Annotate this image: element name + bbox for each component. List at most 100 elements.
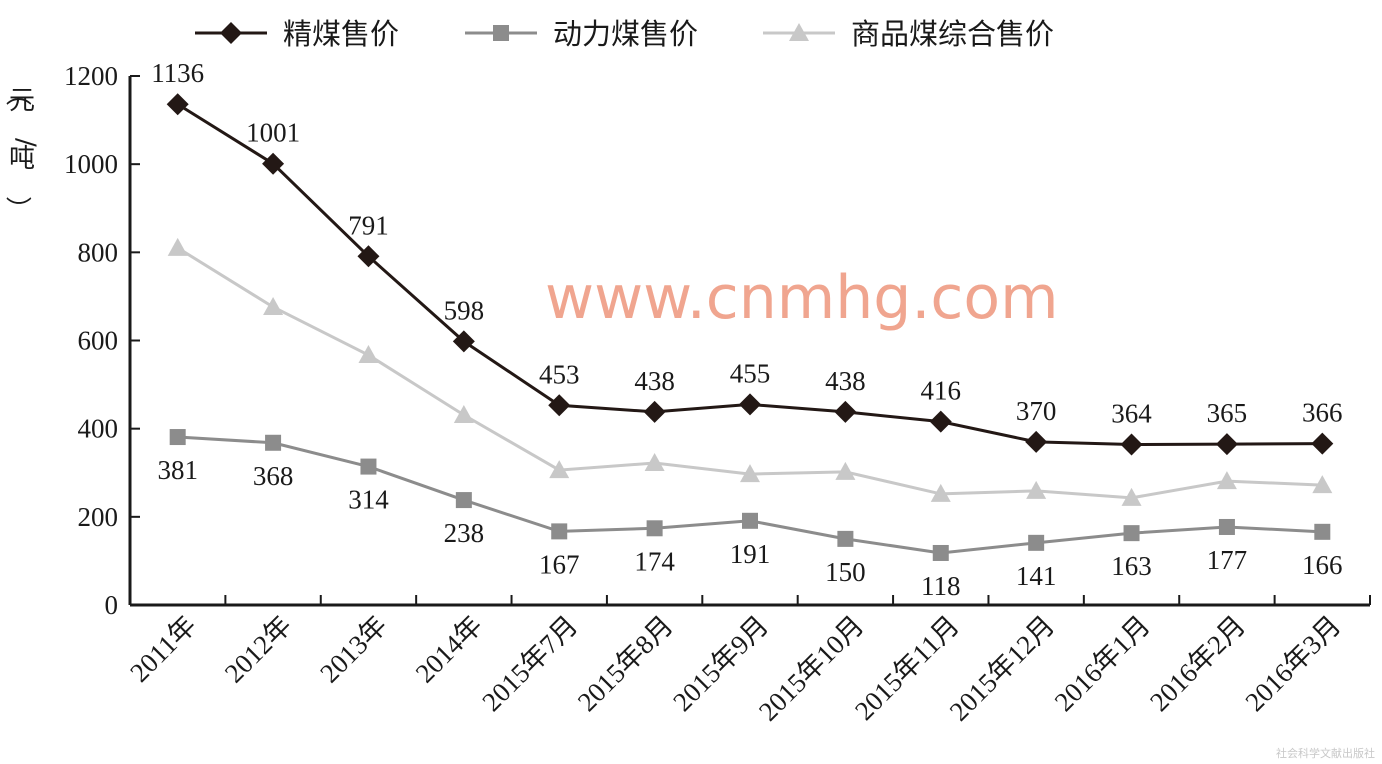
data-point-square	[646, 520, 663, 537]
data-point-triangle	[358, 345, 379, 364]
y-tick-label: 0	[105, 590, 119, 620]
data-point-square	[265, 434, 282, 451]
y-tick-label: 800	[78, 237, 119, 267]
data-point-triangle	[1026, 480, 1047, 499]
data-point-diamond	[834, 400, 857, 423]
legend-item-1: 精煤售价	[195, 17, 399, 51]
data-point-triangle	[549, 460, 570, 479]
x-tick-label: 2013年	[314, 610, 392, 688]
data-point-square	[1123, 525, 1140, 542]
y-tick-label: 1200	[64, 61, 118, 91]
data-point-square	[360, 458, 377, 475]
data-label: 381	[157, 455, 198, 485]
x-tick-label: 2016年3月	[1239, 610, 1346, 717]
legend: 精煤售价 动力煤售价 商品煤综合售价	[195, 17, 1054, 51]
data-point-triangle	[1312, 475, 1333, 494]
data-label: 150	[825, 557, 866, 587]
data-label: 368	[253, 461, 294, 491]
data-point-square	[1218, 518, 1235, 535]
y-tick-label: 200	[78, 502, 119, 532]
data-point-triangle	[263, 296, 284, 315]
legend-label: 精煤售价	[283, 17, 399, 51]
data-point-triangle	[644, 453, 665, 472]
y-tick-label: 1000	[64, 149, 118, 179]
data-point-triangle	[789, 23, 809, 41]
data-point-square	[837, 530, 854, 547]
data-point-square	[493, 25, 509, 41]
x-tick-label: 2012年	[219, 610, 297, 688]
x-tick-label: 2015年8月	[572, 610, 679, 717]
data-point-diamond	[1215, 433, 1238, 456]
data-label: 416	[921, 376, 962, 406]
axes: 0 200 400 600 800 1000 1200 2011年 2012年 2013年 2014…	[2, 61, 1371, 727]
data-label: 191	[730, 539, 771, 569]
data-point-diamond	[452, 330, 475, 353]
data-point-triangle	[930, 483, 951, 502]
data-point-diamond	[262, 152, 285, 175]
data-point-square	[551, 523, 568, 540]
x-tick-label: 2015年7月	[476, 610, 583, 717]
data-point-diamond	[929, 410, 952, 433]
publisher-mark: 社会科学文献出版社	[1276, 746, 1375, 760]
data-label: 1136	[151, 58, 204, 88]
data-point-triangle	[740, 464, 760, 483]
data-label: 238	[444, 518, 485, 548]
data-point-triangle	[1216, 471, 1237, 490]
data-point-square	[455, 492, 472, 509]
data-label: 791	[348, 210, 389, 240]
series-layer: 381 368 314 238 167 174 191 150 118 141 163 177 166 1…	[151, 58, 1342, 601]
x-tick-label: 2016年1月	[1049, 610, 1156, 717]
data-point-triangle	[1121, 487, 1142, 506]
data-label: 370	[1016, 396, 1057, 426]
data-point-diamond	[1025, 430, 1048, 453]
data-point-diamond	[357, 245, 380, 268]
data-label: 174	[634, 546, 675, 576]
legend-item-3: 商品煤综合售价	[763, 17, 1054, 51]
data-point-triangle	[167, 237, 188, 256]
y-tick-label: 600	[78, 326, 119, 356]
data-point-square	[742, 512, 758, 529]
data-label: 141	[1016, 561, 1057, 591]
data-point-diamond	[739, 393, 761, 416]
data-label: 163	[1111, 551, 1152, 581]
data-label: 166	[1302, 550, 1343, 580]
data-point-diamond	[220, 22, 242, 44]
x-tick-label: 2016年2月	[1144, 610, 1251, 717]
data-point-diamond	[1120, 433, 1143, 456]
data-label: 167	[539, 549, 580, 579]
series-3	[167, 237, 1333, 506]
data-point-diamond	[643, 400, 666, 423]
data-point-diamond	[166, 93, 189, 116]
data-point-square	[169, 429, 186, 446]
data-label: 118	[921, 571, 961, 601]
data-label: 438	[634, 366, 675, 396]
legend-item-2: 动力煤售价	[465, 17, 698, 51]
watermark: www.cnmhg.com	[545, 263, 1059, 333]
data-label: 365	[1207, 398, 1248, 428]
data-label: 177	[1207, 545, 1248, 575]
data-point-triangle	[453, 405, 474, 424]
y-axis-label: （元/吨）	[2, 80, 41, 222]
data-label: 314	[348, 485, 389, 515]
data-label: 1001	[246, 118, 300, 148]
data-label: 453	[539, 359, 580, 389]
data-point-square	[932, 544, 949, 561]
legend-label: 商品煤综合售价	[851, 17, 1054, 51]
data-label: 598	[444, 295, 485, 325]
series-1: 1136 1001 791 598 453 438 455 438 416 370 364 365 36…	[151, 58, 1343, 456]
data-point-diamond	[1311, 432, 1334, 455]
series-2: 381 368 314 238 167 174 191 150 118 141 163 177 166	[157, 429, 1343, 601]
data-point-square	[1314, 523, 1331, 540]
data-label: 455	[730, 358, 771, 388]
data-label: 366	[1302, 398, 1343, 428]
legend-label: 动力煤售价	[553, 17, 698, 51]
data-point-diamond	[548, 394, 571, 417]
x-tick-label: 2011年	[124, 610, 202, 688]
data-label: 364	[1111, 399, 1152, 429]
y-tick-label: 400	[78, 414, 119, 444]
data-point-square	[1028, 534, 1045, 551]
data-label: 438	[825, 366, 866, 396]
x-tick-label: 2014年	[410, 610, 488, 688]
data-point-triangle	[835, 461, 856, 480]
